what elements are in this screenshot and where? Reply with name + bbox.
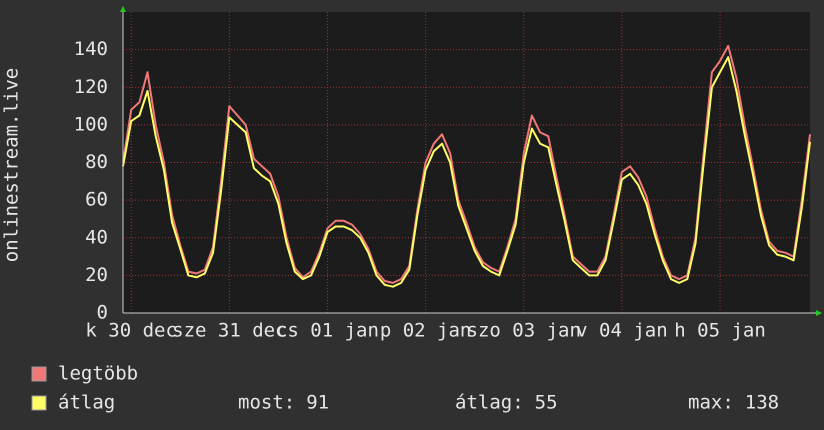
x-tick-label: h 05 jan [674,320,766,342]
y-tick-label: 60 [85,189,108,211]
y-axis-arrow [120,6,126,12]
y-tick-label: 140 [74,38,108,60]
stat-value: 55 [535,392,558,414]
legend: legtöbb átlag most: 91 átlag: 55 max: 138 [31,363,779,414]
stat-label: átlag: [455,392,524,414]
x-tick-label: k 30 dec [85,320,177,342]
y-tick-label: 120 [74,76,108,98]
lines [122,44,811,288]
y-tick-label: 40 [85,226,108,248]
stat-value: 91 [306,392,329,414]
y-axis-label: onlinestream.live [1,68,23,262]
stat-label: most: [238,392,295,414]
stat-value: 138 [745,392,779,414]
stat-label: max: [688,392,734,414]
plot-area [123,12,810,313]
y-tick-label: 100 [74,113,108,135]
x-tick-label: v 04 jan [576,320,668,342]
x-tick-label: szo 03 jan [467,320,581,342]
legend-label: legtöbb [58,363,138,385]
y-tick-label: 20 [85,264,108,286]
legend-swatch [31,395,47,411]
x-axis-arrow [816,310,822,316]
y-tick-label: 80 [85,151,108,173]
legend-label: átlag [58,392,115,414]
series-line [122,56,811,288]
y-tick-label: 0 [97,302,108,324]
legend-swatch [31,366,47,382]
x-tick-label: cs 01 jan [276,320,379,342]
x-tick-label: sze 31 dec [172,320,286,342]
x-tick-label: p 02 jan [380,320,472,342]
